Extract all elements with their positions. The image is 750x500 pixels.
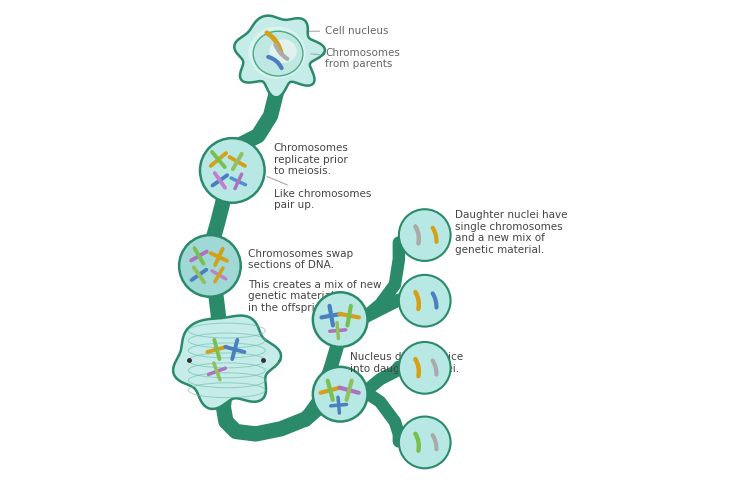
Ellipse shape: [179, 235, 241, 296]
Polygon shape: [234, 16, 325, 98]
Text: Chromosomes
from parents: Chromosomes from parents: [310, 48, 401, 70]
Text: Chromosomes swap
sections of DNA.: Chromosomes swap sections of DNA.: [248, 248, 353, 270]
Text: Cell nucleus: Cell nucleus: [308, 26, 388, 36]
Text: Chromosomes
replicate prior
to meiosis.: Chromosomes replicate prior to meiosis.: [274, 143, 349, 176]
Ellipse shape: [248, 26, 306, 78]
Ellipse shape: [313, 292, 368, 347]
Text: Like chromosomes
pair up.: Like chromosomes pair up.: [267, 176, 371, 210]
Ellipse shape: [313, 367, 368, 422]
Text: Nucleus divides twice
into daughter nuclei.: Nucleus divides twice into daughter nucl…: [350, 352, 464, 374]
Ellipse shape: [399, 209, 451, 261]
Text: This creates a mix of new
genetic material
in the offspring's cells.: This creates a mix of new genetic materi…: [248, 280, 382, 313]
Ellipse shape: [200, 138, 265, 203]
Ellipse shape: [254, 31, 303, 76]
Ellipse shape: [269, 39, 297, 63]
Ellipse shape: [399, 416, 451, 469]
Text: Daughter nuclei have
single chromosomes
and a new mix of
genetic material.: Daughter nuclei have single chromosomes …: [454, 210, 567, 255]
Ellipse shape: [399, 342, 451, 394]
Polygon shape: [173, 316, 281, 409]
Ellipse shape: [399, 275, 451, 326]
